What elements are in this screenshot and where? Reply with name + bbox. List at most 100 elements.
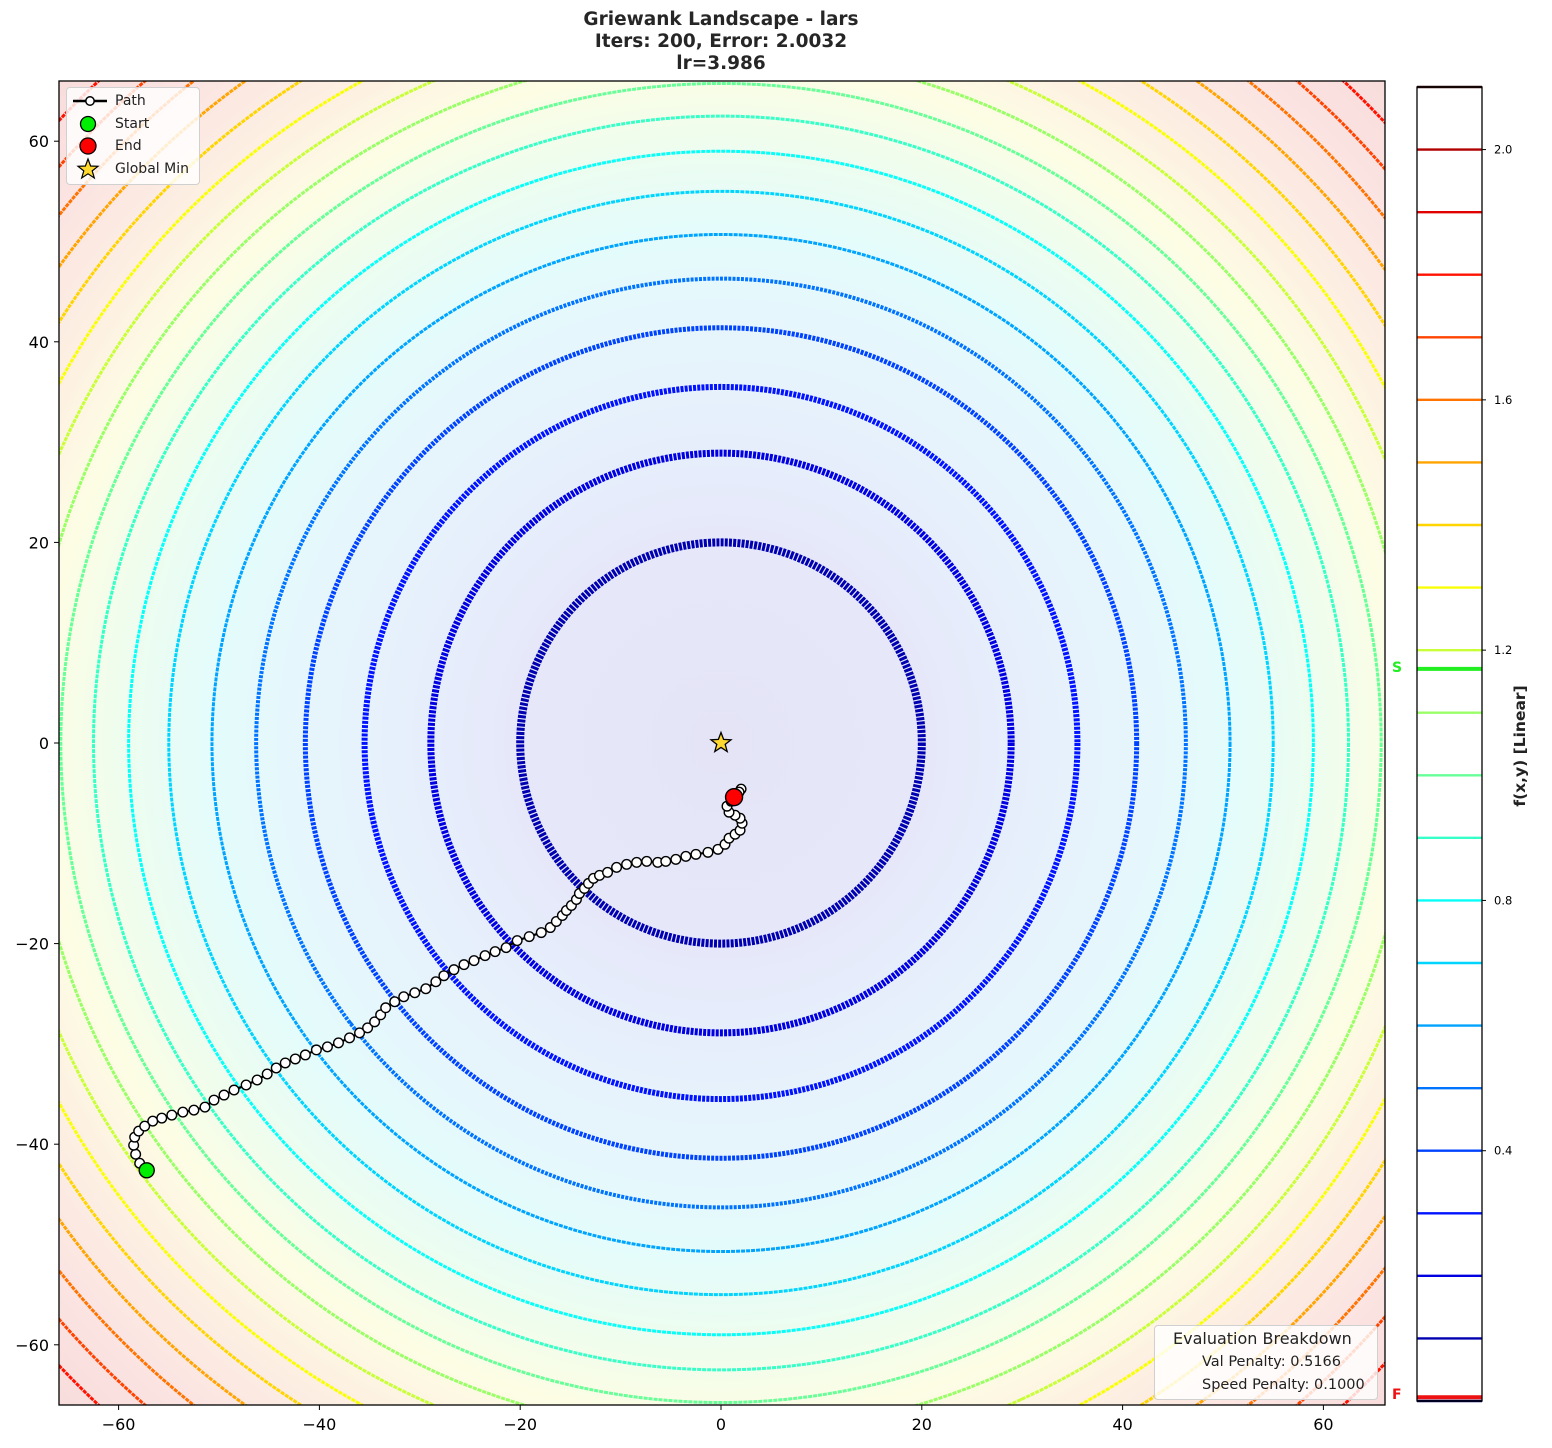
evaluation-title: Evaluation Breakdown (1173, 1329, 1352, 1348)
path-point (299, 1049, 311, 1061)
y-tick-label: −20 (15, 935, 49, 954)
path-point (458, 959, 470, 971)
contour-ring (92, 114, 1350, 1372)
path-point (228, 1084, 240, 1096)
contour-ring (302, 325, 1140, 1161)
path-point (344, 1032, 356, 1044)
path-point (670, 853, 682, 865)
path-point (199, 1101, 211, 1113)
colorbar-start-marker: S (1392, 660, 1403, 676)
x-tick-label: −60 (102, 1415, 136, 1434)
optimizer-path (128, 730, 748, 1179)
colorbar-final-marker: F (1392, 1387, 1402, 1403)
path-point (489, 946, 501, 958)
path-point (680, 850, 692, 862)
speed-penalty: Speed Penalty: 0.1000 (1202, 1377, 1365, 1393)
colorbar-tick-label: 1.6 (1494, 393, 1512, 407)
contour-ring (59, 81, 1383, 1405)
legend-label: Path (115, 93, 146, 109)
path-point (389, 996, 401, 1008)
path-point (448, 964, 460, 976)
path-point (511, 935, 523, 947)
y-axis: −60 −40 −20 0 20 40 60 (15, 132, 59, 1355)
path-point (261, 1068, 273, 1080)
path-point (523, 931, 535, 943)
gold-star-icon (76, 157, 100, 180)
legend-label: Start (115, 116, 150, 132)
val-penalty: Val Penalty: 0.5166 (1202, 1354, 1342, 1370)
path-point (430, 976, 442, 988)
legend: Path Start End Global Min (66, 87, 200, 185)
colorbar: 0.4 0.8 1.2 1.6 2.0 (1416, 85, 1512, 1403)
path-point (479, 950, 491, 962)
path-point (690, 848, 702, 860)
contour-ring (427, 449, 1015, 1037)
contour-ring (254, 276, 1188, 1210)
path-point (468, 955, 480, 967)
x-tick-label: 40 (1112, 1415, 1132, 1434)
colorbar-tick-label: 0.4 (1494, 1144, 1512, 1158)
y-tick-label: 20 (29, 533, 49, 552)
path-point (310, 1044, 322, 1056)
path-point (438, 970, 450, 982)
title-line-3: lr=3.986 (676, 53, 766, 74)
y-tick-label: 60 (29, 132, 49, 151)
contour-ring (127, 149, 1315, 1337)
path-point (398, 991, 410, 1003)
red-circle-icon (79, 137, 97, 155)
path-point (660, 855, 672, 867)
path-point (251, 1074, 263, 1086)
path-point (139, 1120, 151, 1132)
title-line-2: Iters: 200, Error: 2.0032 (594, 31, 848, 52)
path-point (354, 1027, 366, 1039)
path-point (369, 1016, 381, 1028)
x-tick-label: 0 (716, 1415, 726, 1434)
path-point (218, 1089, 230, 1101)
path-point (409, 987, 421, 999)
x-tick-label: 20 (912, 1415, 932, 1434)
path-point (631, 856, 643, 868)
evaluation-breakdown-box: Evaluation Breakdown Val Penalty: 0.5166… (1154, 1325, 1378, 1400)
path-point (279, 1057, 291, 1069)
path-point (166, 1109, 178, 1121)
path-point (177, 1106, 189, 1118)
x-tick-label: 60 (1313, 1415, 1333, 1434)
title-line-1: Griewank Landscape - lars (583, 9, 859, 30)
x-tick-label: −20 (503, 1415, 537, 1434)
chart-title: Griewank Landscape - lars Iters: 200, Er… (421, 9, 1021, 75)
path-point (188, 1104, 200, 1116)
contour-ring (516, 538, 926, 948)
path-point (621, 858, 633, 870)
path-point (500, 942, 512, 954)
path-point (535, 927, 547, 939)
end-marker (724, 787, 744, 807)
colorbar-tick-label: 1.2 (1494, 643, 1512, 657)
colorbar-tick-label: 2.0 (1494, 143, 1512, 157)
path-point (602, 866, 614, 878)
y-tick-label: 0 (39, 734, 49, 753)
path-point (208, 1094, 220, 1106)
green-circle-icon (79, 115, 97, 133)
path-point (289, 1053, 301, 1065)
x-tick-label: −40 (303, 1415, 337, 1434)
path-point (147, 1115, 159, 1127)
path-point (420, 983, 432, 995)
legend-label: Global Min (115, 161, 189, 177)
contour-ring (361, 383, 1081, 1103)
x-axis: −60 −40 −20 0 20 40 60 (102, 1405, 1334, 1434)
y-tick-label: 40 (29, 333, 49, 352)
legend-label: End (115, 138, 142, 154)
y-tick-label: −40 (15, 1135, 49, 1154)
start-marker (138, 1162, 155, 1179)
path-point (321, 1041, 333, 1053)
path-point (270, 1062, 282, 1074)
path-point (156, 1112, 168, 1124)
path-point (130, 1148, 142, 1160)
contour-ring (167, 189, 1275, 1297)
colorbar-tick-label: 0.8 (1494, 893, 1512, 907)
path-point (332, 1037, 344, 1049)
colorbar-label: f(x,y) [Linear] (1511, 685, 1529, 807)
